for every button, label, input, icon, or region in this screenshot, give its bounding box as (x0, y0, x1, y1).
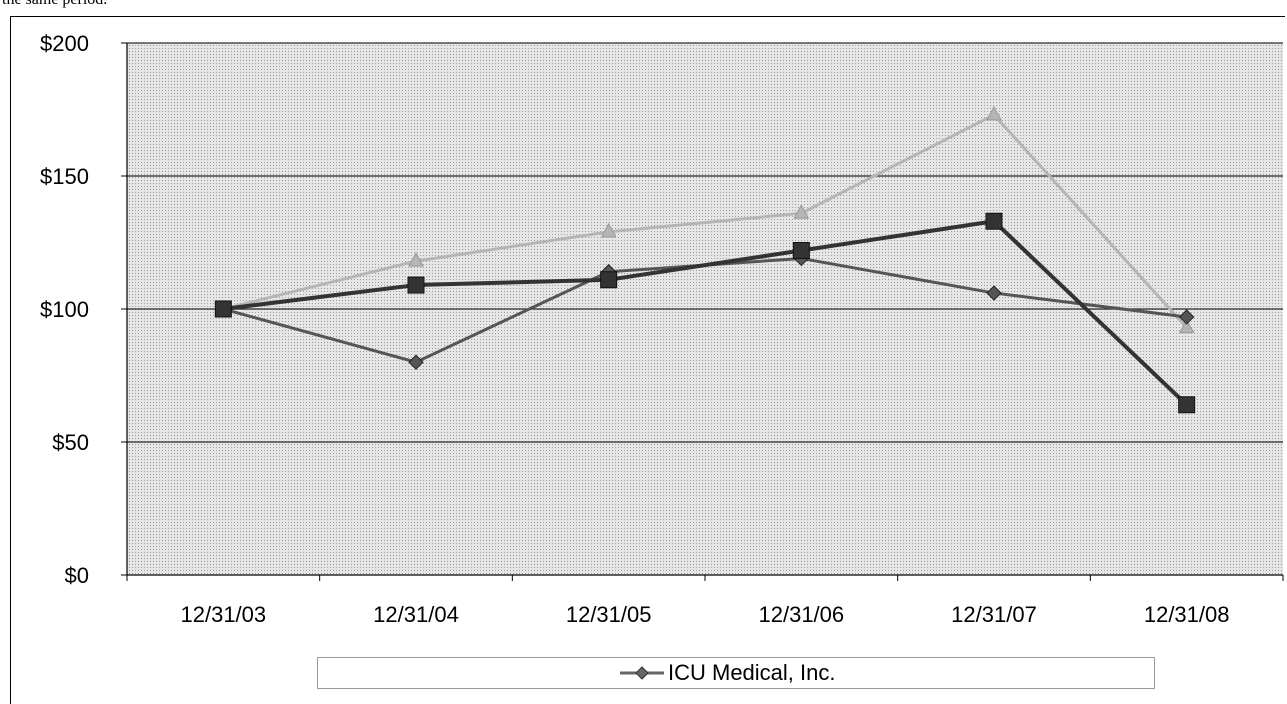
y-tick-label: $0 (65, 563, 89, 588)
data-point (793, 204, 810, 219)
data-point (408, 354, 424, 370)
x-tick-label: 12/31/06 (759, 602, 845, 627)
legend-label: ICU Medical, Inc. (668, 660, 836, 685)
x-tick-label: 12/31/07 (951, 602, 1037, 627)
series-2 (214, 212, 1196, 414)
x-tick-label: 12/31/08 (1144, 602, 1230, 627)
x-tick-label: 12/31/05 (566, 602, 652, 627)
data-point (985, 212, 1003, 230)
y-tick-label: $100 (40, 297, 89, 322)
legend-line-diamond-icon (620, 666, 664, 680)
chart-frame (10, 16, 1285, 704)
series-group (214, 105, 1196, 414)
data-point (1178, 396, 1196, 414)
series-line (222, 113, 1188, 329)
data-point (1178, 318, 1195, 334)
x-tick-label: 12/31/03 (181, 602, 267, 627)
y-axis-ticks: $0 $50 $100 $150 $200 (40, 31, 127, 588)
x-tick-label: 12/31/04 (373, 602, 459, 627)
data-point (986, 105, 1002, 121)
data-point (407, 276, 425, 294)
y-tick-label: $200 (40, 31, 89, 56)
series-line (223, 219, 1189, 407)
legend: ICU Medical, Inc. (317, 657, 1155, 689)
data-point (792, 241, 810, 259)
legend-item-icu-medical: ICU Medical, Inc. (618, 660, 836, 685)
page-header-text: the same period. (2, 0, 107, 9)
y-tick-label: $150 (40, 164, 89, 189)
data-point (600, 222, 617, 238)
data-point (408, 252, 424, 267)
data-point (1178, 309, 1195, 325)
data-point (214, 300, 232, 318)
gridlines (127, 42, 1283, 443)
x-axis-ticks: 12/31/03 12/31/04 12/31/05 12/31/06 12/31/07… (126, 575, 1284, 627)
data-point (600, 271, 618, 289)
y-tick-label: $50 (52, 430, 89, 455)
data-point (986, 285, 1002, 301)
